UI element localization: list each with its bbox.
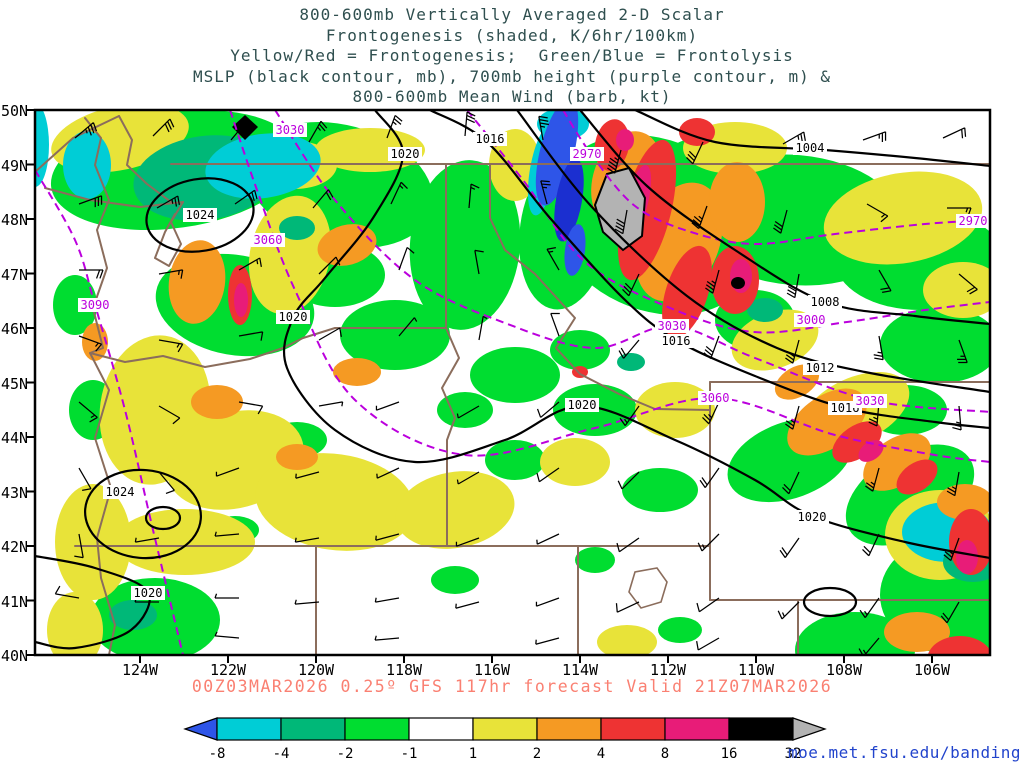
svg-text:1008: 1008: [811, 295, 840, 309]
svg-text:1024: 1024: [106, 485, 135, 499]
lat-axis: 50N 49N 48N 47N 46N 45N 44N 43N 42N 41N 40N: [1, 102, 35, 665]
title-line: MSLP (black contour, mb), 700mb height (…: [193, 66, 831, 86]
lon-tick-label: 106W: [913, 661, 951, 679]
lat-tick-label: 47N: [1, 265, 29, 284]
lat-tick-label: 40N: [1, 647, 29, 665]
forecast-caption: 00Z03MAR2026 0.25º GFS 117hr forecast Va…: [191, 677, 833, 696]
svg-text:1012: 1012: [806, 361, 835, 375]
title-line: 800-600mb Vertically Averaged 2-D Scalar: [299, 5, 725, 24]
lat-tick-label: 42N: [1, 538, 29, 556]
lat-tick-label: 44N: [1, 429, 29, 447]
lat-tick-label: 41N: [1, 592, 29, 611]
svg-text:8: 8: [661, 746, 669, 762]
lon-tick-label: 122W: [209, 661, 247, 679]
lon-tick-label: 116W: [473, 661, 511, 679]
svg-text:16: 16: [721, 746, 738, 762]
title-line: Frontogenesis (shaded, K/6hr/100km): [325, 25, 699, 45]
lat-tick-label: 45N: [1, 374, 29, 393]
svg-text:1016: 1016: [662, 334, 691, 348]
svg-text:2: 2: [533, 746, 541, 762]
svg-text:2970: 2970: [959, 214, 988, 228]
svg-text:-4: -4: [273, 746, 290, 762]
svg-text:1020: 1020: [134, 586, 163, 600]
svg-text:3030: 3030: [856, 394, 885, 408]
lon-tick-label: 112W: [649, 661, 687, 679]
svg-text:1024: 1024: [186, 208, 215, 222]
svg-text:3030: 3030: [658, 319, 687, 333]
svg-text:-2: -2: [337, 746, 354, 762]
lon-tick-label: 108W: [825, 661, 863, 679]
lon-axis: 124W 122W 120W 118W 116W 114W 112W 110W 108W 106W: [35, 661, 990, 681]
lon-tick-label: 110W: [737, 661, 775, 679]
lon-tick-label: 114W: [561, 661, 599, 679]
title-block: 800-600mb Vertically Averaged 2-D Scalar…: [0, 5, 1024, 108]
lat-tick-label: 46N: [1, 320, 29, 338]
credit-link[interactable]: moe.met.fsu.edu/banding: [787, 743, 1021, 762]
svg-text:3030: 3030: [276, 123, 305, 137]
lat-tick-label: 49N: [1, 156, 29, 175]
svg-text:1020: 1020: [391, 147, 420, 161]
lon-tick-label: 118W: [385, 661, 423, 679]
lat-tick-label: 43N: [1, 483, 29, 502]
lat-tick-label: 48N: [1, 211, 29, 229]
lon-tick-label: 124W: [121, 661, 159, 679]
title-line: Yellow/Red = Frontogenesis; Green/Blue =…: [230, 46, 794, 65]
lon-tick-label: 120W: [297, 661, 335, 679]
svg-text:3000: 3000: [797, 313, 826, 327]
svg-text:1: 1: [469, 746, 477, 762]
colorbar: -8 -4 -2 -1 1 2 4 8 16 32: [183, 717, 827, 762]
svg-text:3060: 3060: [701, 391, 730, 405]
svg-text:3090: 3090: [81, 298, 110, 312]
title-line: 800-600mb Mean Wind (barb, kt): [352, 87, 672, 106]
svg-text:32: 32: [785, 746, 802, 762]
svg-text:1016: 1016: [831, 401, 860, 415]
weather-map: 1020 1016 1004 1008 1012 1016 1016 1020 1020 1024…: [27, 108, 992, 663]
svg-text:1020: 1020: [568, 398, 597, 412]
svg-text:1020: 1020: [798, 510, 827, 524]
svg-text:2970: 2970: [573, 147, 602, 161]
svg-text:1020: 1020: [279, 310, 308, 324]
map-area: 1020 1016 1004 1008 1012 1016 1016 1020 1020 1024…: [27, 108, 992, 663]
svg-text:3060: 3060: [254, 233, 283, 247]
svg-text:1016: 1016: [476, 132, 505, 146]
svg-text:-1: -1: [401, 746, 418, 762]
svg-text:4: 4: [597, 746, 605, 762]
svg-text:1004: 1004: [796, 141, 825, 155]
lat-tick-label: 50N: [1, 102, 29, 120]
svg-text:-8: -8: [209, 746, 226, 762]
